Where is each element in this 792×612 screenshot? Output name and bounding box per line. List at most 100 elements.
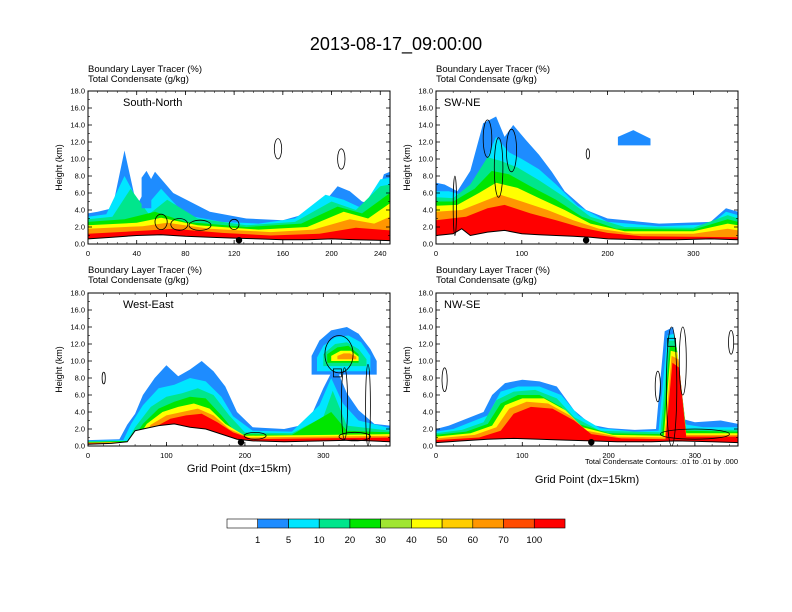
y-tick-label: 0.0 bbox=[75, 240, 85, 249]
x-tick-label: 120 bbox=[228, 249, 241, 258]
condensate-contour bbox=[324, 335, 354, 374]
y-tick-label: 18.0 bbox=[418, 289, 433, 298]
condensate-contour bbox=[338, 431, 371, 442]
contour-label-box bbox=[667, 337, 676, 347]
panel-variable-line-2: Total Condensate (g/kg) bbox=[436, 74, 537, 85]
condensate-contour bbox=[170, 218, 189, 231]
panel-variable-line-1: Boundary Layer Tracer (%) bbox=[436, 265, 550, 276]
y-tick-label: 12.0 bbox=[418, 340, 433, 349]
x-tick-label: 300 bbox=[317, 451, 330, 460]
x-tick-label: 300 bbox=[689, 451, 702, 460]
condensate-contour bbox=[365, 364, 371, 446]
colorbar-swatch bbox=[380, 518, 412, 529]
y-tick-label: 2.0 bbox=[75, 425, 85, 434]
condensate-contour bbox=[728, 329, 735, 355]
panel-west-east: Boundary Layer Tracer (%) Total Condensa… bbox=[88, 265, 202, 286]
colorbar-swatch bbox=[472, 518, 504, 529]
y-axis-label: Height (km) bbox=[402, 144, 412, 191]
panel-variable-line-1: Boundary Layer Tracer (%) bbox=[436, 64, 550, 75]
panel-name: SW-NE bbox=[444, 97, 480, 109]
colorbar-label: 20 bbox=[345, 535, 356, 546]
x-tick-label: 0 bbox=[434, 451, 438, 460]
y-tick-label: 14.0 bbox=[70, 323, 85, 332]
y-tick-label: 14.0 bbox=[70, 121, 85, 130]
y-tick-label: 8.0 bbox=[75, 374, 85, 383]
condensate-contour bbox=[505, 128, 517, 173]
x-tick-label: 300 bbox=[687, 249, 700, 258]
y-axis-label: Height (km) bbox=[402, 346, 412, 393]
condensate-contour bbox=[441, 367, 448, 393]
y-tick-label: 4.0 bbox=[75, 408, 85, 417]
y-tick-label: 0.0 bbox=[423, 442, 433, 451]
colorbar-swatch bbox=[257, 518, 289, 529]
colorbar-label: 50 bbox=[437, 535, 448, 546]
colorbar-label: 5 bbox=[286, 535, 291, 546]
y-tick-label: 2.0 bbox=[423, 223, 433, 232]
y-tick-label: 8.0 bbox=[423, 374, 433, 383]
condensate-contour bbox=[188, 219, 212, 231]
y-tick-label: 2.0 bbox=[423, 425, 433, 434]
y-tick-label: 6.0 bbox=[423, 189, 433, 198]
condensate-contour bbox=[273, 138, 283, 160]
y-tick-label: 16.0 bbox=[70, 306, 85, 315]
shaded-field bbox=[436, 116, 738, 244]
y-tick-label: 10.0 bbox=[70, 155, 85, 164]
condensate-contour bbox=[660, 428, 730, 440]
tracer-blob bbox=[617, 130, 651, 146]
condensate-contour bbox=[337, 148, 346, 170]
y-tick-label: 16.0 bbox=[418, 104, 433, 113]
x-tick-label: 40 bbox=[133, 249, 141, 258]
x-tick-label: 200 bbox=[602, 451, 615, 460]
location-marker bbox=[582, 237, 590, 244]
panel-plot: 0.0 2.0 4.0 6.0 8.0 10.0 12.0 14.0 16.0 18.0 0 100 2… bbox=[54, 289, 391, 475]
location-marker bbox=[237, 439, 245, 446]
colorbar-label: 30 bbox=[375, 535, 386, 546]
plot-area: 0.0 2.0 4.0 6.0 8.0 10.0 12.0 14.0 16.0 18.0 0 40 80… bbox=[54, 87, 739, 486]
y-tick-label: 0.0 bbox=[75, 442, 85, 451]
x-tick-label: 100 bbox=[160, 451, 173, 460]
location-marker bbox=[235, 237, 243, 244]
shaded-field bbox=[88, 327, 390, 446]
y-tick-label: 6.0 bbox=[423, 391, 433, 400]
tracer-blob bbox=[337, 353, 357, 360]
y-tick-label: 16.0 bbox=[418, 306, 433, 315]
panel-nw-se: Boundary Layer Tracer (%) Total Condensa… bbox=[436, 265, 550, 286]
panel-plot: 0.0 2.0 4.0 6.0 8.0 10.0 12.0 14.0 16.0 18.0 0 100 2… bbox=[402, 289, 739, 486]
condensate-contour bbox=[154, 213, 168, 230]
panel-plot: 0.0 2.0 4.0 6.0 8.0 10.0 12.0 14.0 16.0 18.0 0 100 2… bbox=[402, 87, 739, 258]
panel-sw-ne: Boundary Layer Tracer (%) Total Condensa… bbox=[436, 64, 550, 85]
x-tick-label: 160 bbox=[277, 249, 290, 258]
tracer-band bbox=[436, 362, 738, 446]
y-tick-label: 18.0 bbox=[70, 87, 85, 96]
x-tick-label: 200 bbox=[239, 451, 252, 460]
y-tick-label: 12.0 bbox=[418, 138, 433, 147]
y-tick-label: 2.0 bbox=[75, 223, 85, 232]
x-tick-label: 200 bbox=[325, 249, 338, 258]
condensate-contour bbox=[654, 370, 661, 403]
y-tick-label: 6.0 bbox=[75, 189, 85, 198]
x-tick-label: 100 bbox=[516, 451, 529, 460]
colorbar-swatch bbox=[441, 518, 474, 529]
colorbar-label: 10 bbox=[314, 535, 325, 546]
condensate-contour bbox=[243, 431, 267, 440]
panel-variable-line-1: Boundary Layer Tracer (%) bbox=[88, 64, 202, 75]
y-axis-label: Height (km) bbox=[54, 144, 64, 191]
y-tick-label: 8.0 bbox=[75, 172, 85, 181]
panel-name: West-East bbox=[123, 299, 174, 311]
panel-plot: 0.0 2.0 4.0 6.0 8.0 10.0 12.0 14.0 16.0 18.0 0 40 80… bbox=[54, 87, 391, 258]
panel-name: South-North bbox=[123, 97, 182, 109]
colorbar-swatch bbox=[288, 518, 320, 529]
main-title: 2013-08-17_09:00:00 bbox=[310, 34, 482, 55]
x-tick-label: 240 bbox=[374, 249, 387, 258]
condensate-contour bbox=[666, 326, 678, 446]
condensate-contour bbox=[452, 175, 457, 236]
colorbar-swatch bbox=[318, 518, 351, 529]
colorbar-swatch bbox=[226, 518, 259, 529]
y-tick-label: 8.0 bbox=[423, 172, 433, 181]
y-tick-label: 10.0 bbox=[418, 155, 433, 164]
colorbar-label: 60 bbox=[468, 535, 479, 546]
x-tick-label: 100 bbox=[516, 249, 529, 258]
x-axis-label: Grid Point (dx=15km) bbox=[535, 474, 639, 486]
panel-name: NW-SE bbox=[444, 299, 480, 311]
